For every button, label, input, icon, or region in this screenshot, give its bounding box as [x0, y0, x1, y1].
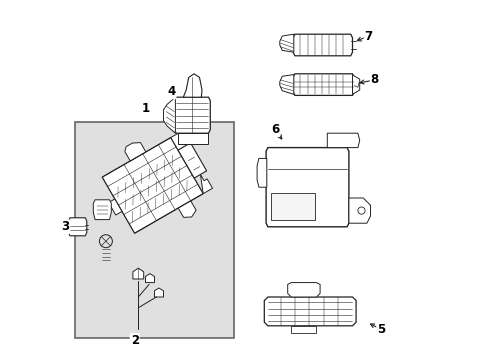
- Polygon shape: [133, 268, 143, 279]
- Polygon shape: [178, 201, 196, 217]
- Text: 1: 1: [141, 102, 149, 114]
- Polygon shape: [178, 133, 208, 144]
- Polygon shape: [108, 199, 122, 215]
- Text: 3: 3: [61, 220, 69, 233]
- Polygon shape: [163, 97, 175, 133]
- Polygon shape: [326, 133, 359, 148]
- Text: 5: 5: [376, 323, 385, 336]
- Polygon shape: [291, 326, 316, 333]
- Polygon shape: [102, 138, 203, 233]
- Polygon shape: [279, 75, 293, 94]
- Text: 2: 2: [130, 334, 139, 347]
- Text: 4: 4: [167, 85, 175, 98]
- Polygon shape: [287, 283, 320, 297]
- Polygon shape: [174, 97, 210, 133]
- Bar: [75, 122, 233, 338]
- Polygon shape: [352, 75, 359, 94]
- Polygon shape: [154, 288, 163, 297]
- Text: 6: 6: [270, 123, 279, 136]
- Polygon shape: [279, 34, 293, 52]
- Polygon shape: [257, 158, 266, 187]
- Polygon shape: [68, 218, 87, 236]
- Text: 8: 8: [370, 73, 378, 86]
- Polygon shape: [292, 74, 354, 95]
- Polygon shape: [265, 148, 348, 227]
- Polygon shape: [183, 74, 202, 97]
- Polygon shape: [178, 143, 206, 178]
- Polygon shape: [93, 200, 111, 220]
- Polygon shape: [348, 198, 370, 223]
- Polygon shape: [124, 143, 145, 161]
- Polygon shape: [200, 175, 212, 194]
- Text: 7: 7: [364, 30, 372, 42]
- Polygon shape: [170, 130, 190, 150]
- Polygon shape: [292, 34, 352, 56]
- Bar: [271, 193, 314, 220]
- Polygon shape: [264, 297, 355, 326]
- Polygon shape: [145, 274, 154, 283]
